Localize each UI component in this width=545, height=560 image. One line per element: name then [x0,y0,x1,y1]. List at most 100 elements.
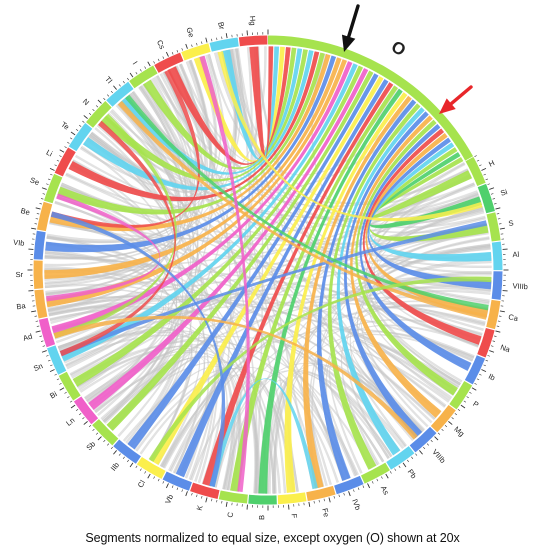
tick-mark [211,498,213,502]
tick-mark [343,492,345,496]
segment-arc [136,456,166,479]
tick-mark [56,159,60,162]
segment-label: As [379,484,391,496]
tick-mark [59,155,62,157]
segment-arc [190,482,220,500]
segment-label: Bi [48,389,59,400]
tick-mark [318,499,320,503]
tick-mark [402,462,407,468]
tick-mark [376,478,379,482]
segment-arc [386,446,415,470]
segment-arc [464,355,486,385]
gray-chord [54,314,170,400]
color-chord [167,47,291,165]
tick-mark [483,173,486,176]
segment-label-layer: OHSiSAlVIIIbCaNaIbPMgVIIIbPbAsIVbFeFBCKV… [13,16,528,520]
tick-mark [69,400,73,403]
tick-mark [122,456,125,460]
segment-label: Mg [452,425,466,439]
color-chord [106,70,374,432]
color-chord [199,55,250,493]
tick-mark [492,340,496,342]
color-chord [53,315,418,440]
segment-label: Sr [15,270,23,279]
tick-mark [485,359,488,362]
tick-mark [69,137,73,140]
tick-mark [127,77,129,81]
tick-mark [92,428,95,432]
color-chord [127,73,379,450]
tick-mark [165,51,169,57]
tick-mark [135,71,138,75]
segment-label: Sn [32,361,44,373]
color-chord [303,95,412,489]
gray-chord [94,127,194,450]
tick-mark [31,227,37,230]
tick-mark [333,496,335,499]
tick-mark [144,66,147,69]
segment-label: P [471,399,480,409]
segment-arc [409,426,437,453]
color-chord [209,378,318,490]
tick-mark [78,413,82,416]
tick-mark [36,325,40,327]
tick-mark [196,494,198,498]
tick-mark [474,155,477,157]
color-chord [230,85,399,492]
tick-mark [381,476,383,479]
segment-label: VIIIb [430,447,447,464]
tick-mark [50,364,53,367]
segment-label: Si [499,187,508,198]
tick-mark [64,391,67,394]
tick-mark [83,115,88,119]
segment-arc [491,241,503,271]
tick-mark [70,131,76,136]
tick-mark [127,459,129,463]
tick-mark [171,52,174,55]
tick-mark [430,439,433,443]
tick-mark [394,468,397,471]
tick-mark [106,94,110,97]
tick-mark [153,61,155,64]
gray-chord [168,374,238,490]
segment-arc [38,317,56,348]
oxygen-label: O [388,37,409,60]
gray-chord [179,53,328,165]
tick-mark [97,99,102,104]
tick-mark [153,476,155,479]
tick-mark [50,173,53,176]
segment-label: Cl [136,478,148,489]
gray-chord [48,305,399,454]
segment-label: Ba [16,301,27,311]
tick-mark [371,481,374,484]
tick-mark [31,310,37,313]
segment-label: I [131,60,140,67]
segment-arc [477,183,495,214]
tick-mark [181,489,183,492]
tick-mark [110,446,113,450]
gray-chord [44,48,239,267]
tick-mark [495,330,501,333]
segment-label: Ge [184,26,196,38]
color-chord [336,107,425,456]
tick-mark [46,355,49,357]
segment-arc [268,35,474,161]
tick-mark [451,417,454,420]
tick-mark [54,373,57,376]
color-chord [328,103,421,470]
segment-arc [106,81,134,107]
tick-mark [479,373,482,376]
segment-arc [68,123,93,152]
tick-mark [485,178,488,181]
tick-mark [118,453,121,456]
tick-mark [144,471,147,474]
tick-mark [185,491,188,497]
tick-mark [196,42,198,46]
segment-label: Be [20,206,31,217]
segment-label: Br [216,21,226,31]
segment-label: VIIIb [512,281,528,291]
tick-mark [181,48,183,51]
color-chord [221,46,280,160]
tick-mark [113,85,117,90]
tick-mark [59,383,62,385]
